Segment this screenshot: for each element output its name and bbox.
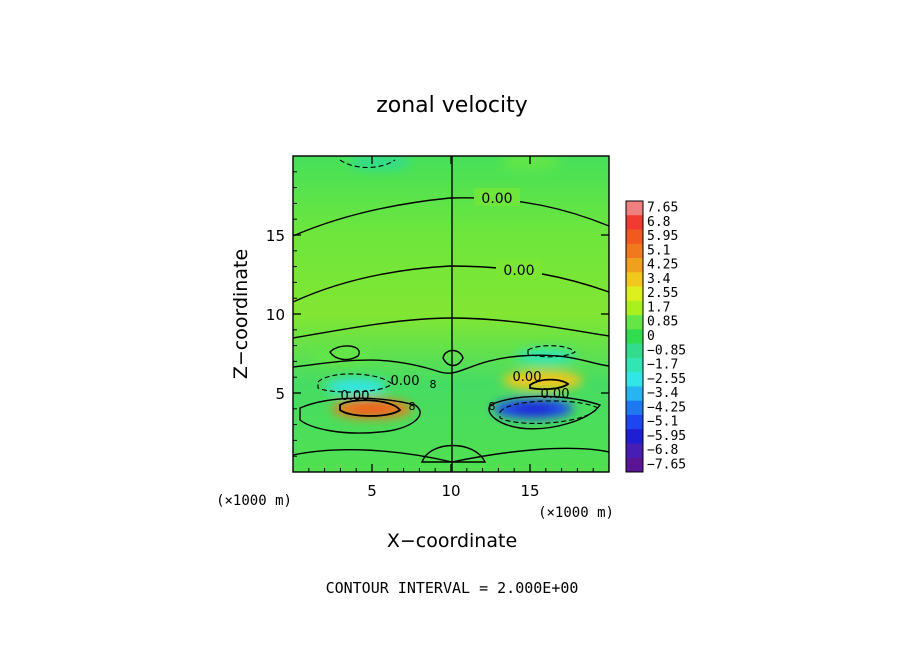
field-feature-6 [349, 156, 410, 171]
y-tick-label: 15 [266, 227, 285, 245]
y-axis-ticks: 5 10 15 [266, 171, 609, 457]
colorbar-label: 4.25 [647, 258, 678, 273]
colorbar-swatch [626, 443, 643, 459]
dashed-contour [499, 400, 599, 425]
contour-line [339, 399, 402, 417]
colorbar-swatch [626, 258, 643, 273]
colorbar-swatch [626, 343, 643, 359]
colorbar-swatch [626, 429, 643, 444]
x-axis-label: X−coordinate [387, 530, 517, 552]
colorbar: 7.656.85.955.14.253.42.551.70.850−0.85−1… [625, 200, 686, 473]
x-axis-ticks: 5 10 15 [308, 156, 594, 500]
colorbar-swatch [626, 243, 643, 259]
field-feature-core-0 [350, 403, 394, 414]
colorbar-label: 2.55 [647, 286, 678, 301]
contour-line [442, 349, 464, 367]
y-units-label: (×1000 m) [216, 493, 292, 509]
colorbar-swatch [626, 300, 643, 316]
y-tick-label: 10 [266, 306, 285, 324]
contour-label: 0.00 [341, 389, 370, 404]
colorbar-label: 7.65 [647, 201, 678, 216]
x-tick-label: 15 [520, 482, 539, 500]
colorbar-label: −3.4 [647, 386, 678, 401]
colorbar-label: 5.1 [647, 243, 670, 258]
colorbar-label: −0.85 [647, 343, 686, 358]
colorbar-swatch [626, 457, 643, 473]
colorbar-label: −6.8 [647, 443, 678, 458]
field-feature-core-1 [511, 403, 556, 414]
colorbar-frame [625, 200, 644, 473]
contour-label: 0.00 [541, 387, 570, 402]
colorbar-swatch [626, 414, 643, 430]
colorbar-swatch [626, 357, 643, 373]
colorbar-label: 6.8 [647, 215, 670, 230]
contour-line [293, 197, 609, 237]
colorbar-label: −1.7 [647, 358, 678, 373]
colorbar-swatch [626, 372, 643, 387]
colorbar-label: −5.95 [647, 429, 686, 444]
contour-line [329, 345, 360, 361]
colorbar-swatch [626, 400, 643, 416]
contour-line [488, 395, 602, 430]
contour-line [293, 265, 609, 303]
contour-label: 0.00 [513, 370, 542, 385]
contour-minor-label: 8 [489, 400, 496, 413]
contour-label: 0.00 [391, 374, 420, 389]
dashed-contour [339, 159, 396, 169]
x-tick-label: 5 [367, 482, 377, 500]
contour-line [293, 354, 609, 374]
colorbar-swatch [626, 315, 643, 330]
x-units-label: (×1000 m) [538, 505, 614, 521]
colorbar-label: 0.85 [647, 315, 678, 330]
colorbar-label: −4.25 [647, 400, 686, 415]
chart-title: zonal velocity [376, 93, 528, 118]
colorbar-label: 0 [647, 329, 655, 344]
contour-lines [293, 197, 609, 463]
dashed-contours [317, 159, 599, 425]
colorbar-swatch [626, 229, 643, 245]
colorbar-label: −5.1 [647, 415, 678, 430]
contour-interval-note: CONTOUR INTERVAL = 2.000E+00 [326, 579, 579, 597]
contour-label: 0.00 [481, 191, 512, 207]
dashed-contour [527, 345, 576, 358]
contour-label-group: 0.00 0.00 0.00 0.00 0.00 0.00 8 8 8 [341, 188, 570, 413]
colorbar-label: 3.4 [647, 272, 671, 287]
colorbar-swatch [626, 286, 643, 302]
colorbar-label: 5.95 [647, 229, 678, 244]
plot-area [293, 156, 609, 472]
colorbar-swatch [626, 215, 643, 230]
colorbar-label: 1.7 [647, 300, 670, 315]
colorbar-swatch [626, 329, 643, 344]
field-feature-5 [515, 348, 576, 365]
contour-minor-label: 8 [430, 378, 437, 391]
colorbar-label: −7.65 [647, 458, 686, 473]
y-axis-label: Z−coordinate [230, 249, 252, 379]
contour-line [529, 378, 570, 391]
contour-label: 0.00 [503, 263, 534, 279]
colorbar-swatch [626, 272, 643, 287]
contour-minor-label: 8 [409, 400, 416, 413]
dashed-contour [317, 373, 393, 393]
contour-line [299, 397, 421, 434]
colorbar-label: −2.55 [647, 372, 686, 387]
x-tick-label: 10 [441, 482, 460, 500]
colorbar-swatch [626, 386, 643, 401]
y-tick-label: 5 [275, 385, 285, 403]
contour-line [420, 444, 487, 463]
colorbar-swatch [626, 201, 643, 216]
